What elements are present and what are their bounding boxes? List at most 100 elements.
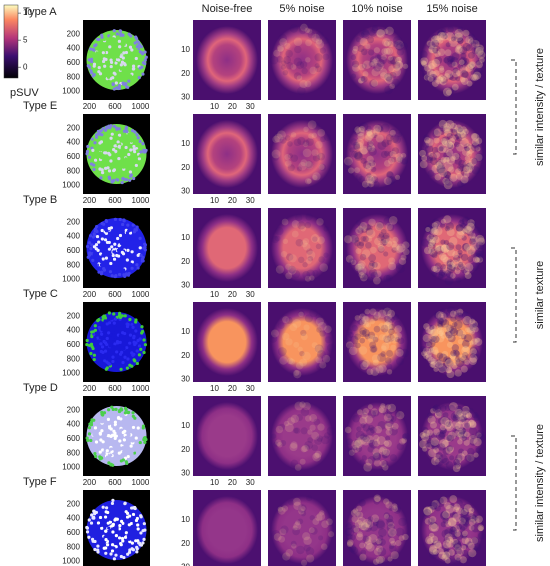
noise-texture	[373, 325, 381, 333]
source-texture	[85, 530, 90, 534]
noise-texture	[384, 74, 394, 84]
noise-texture	[310, 527, 318, 535]
noise-texture	[385, 418, 394, 428]
noise-texture	[324, 432, 331, 439]
source-texture	[94, 152, 98, 156]
noise-texture	[364, 333, 371, 340]
noise-texture	[360, 76, 366, 82]
noise-texture	[433, 129, 439, 135]
source-y-tick-label: 1000	[62, 275, 80, 284]
noise-texture	[466, 163, 475, 172]
source-texture	[121, 534, 125, 538]
source-texture	[134, 443, 139, 448]
noise-texture	[373, 459, 381, 467]
noise-texture	[299, 458, 306, 465]
source-texture	[128, 170, 133, 174]
noise-texture	[460, 508, 470, 518]
source-texture	[111, 355, 115, 359]
noise-texture	[357, 266, 367, 276]
noise-texture	[357, 44, 365, 53]
noise-texture	[440, 254, 449, 263]
noise-texture	[287, 141, 293, 147]
image-y-tick-label: 20	[181, 69, 190, 78]
source-texture	[112, 168, 117, 172]
pet-image	[346, 26, 408, 94]
noise-texture	[323, 226, 329, 232]
noise-texture	[385, 313, 392, 321]
noise-texture	[377, 126, 384, 133]
noise-texture	[390, 240, 398, 248]
source-texture	[119, 172, 123, 176]
noise-texture	[428, 63, 435, 70]
noise-texture	[383, 321, 392, 330]
noise-texture	[460, 504, 468, 512]
noise-texture	[465, 64, 474, 72]
noise-texture	[437, 144, 447, 154]
noise-texture	[310, 234, 320, 243]
noise-texture	[443, 547, 449, 554]
noise-texture	[452, 321, 458, 328]
noise-texture	[300, 159, 308, 167]
noise-texture	[328, 520, 334, 527]
source-texture	[92, 55, 96, 59]
noise-texture	[430, 443, 439, 451]
noise-texture	[351, 150, 358, 158]
source-texture	[121, 33, 125, 37]
noise-texture	[435, 267, 443, 275]
noise-texture	[441, 138, 450, 146]
noise-texture	[439, 367, 445, 373]
noise-texture	[444, 171, 452, 179]
noise-texture	[443, 170, 452, 179]
source-texture	[118, 272, 122, 277]
noise-texture	[428, 233, 435, 240]
source-texture	[112, 51, 116, 56]
source-texture	[112, 124, 117, 129]
source-y-tick-label: 400	[67, 232, 81, 241]
noise-texture	[475, 137, 483, 145]
noise-texture	[462, 345, 469, 352]
noise-texture	[476, 47, 485, 57]
noise-texture	[313, 418, 321, 426]
noise-texture	[429, 515, 437, 523]
noise-texture	[367, 445, 375, 453]
source-texture	[95, 51, 99, 55]
noise-texture	[460, 355, 469, 364]
source-texture	[118, 45, 122, 49]
noise-texture	[290, 540, 297, 547]
noise-texture	[446, 434, 453, 441]
noise-texture	[284, 153, 291, 161]
noise-texture	[433, 128, 442, 137]
noise-texture	[308, 527, 315, 534]
source-texture	[124, 319, 128, 323]
noise-texture	[285, 272, 293, 280]
noise-texture	[430, 440, 440, 449]
noise-texture	[424, 432, 432, 440]
source-y-tick-label: 1000	[62, 463, 80, 472]
noise-texture	[381, 48, 389, 55]
noise-texture	[396, 56, 402, 63]
image-y-tick-label: 10	[181, 139, 190, 148]
source-texture	[89, 47, 93, 51]
noise-texture	[315, 39, 325, 49]
noise-texture	[362, 518, 372, 528]
noise-texture	[388, 176, 396, 184]
noise-texture	[430, 438, 439, 448]
source-y-tick-label: 1000	[62, 369, 80, 378]
source-texture	[141, 72, 145, 76]
noise-texture	[449, 511, 456, 518]
noise-texture	[372, 520, 379, 527]
noise-texture	[391, 503, 398, 509]
source-texture	[132, 522, 136, 526]
noise-texture	[377, 244, 385, 252]
source-texture	[104, 529, 108, 533]
noise-texture	[354, 263, 363, 272]
noise-texture	[312, 452, 322, 462]
noise-texture	[466, 222, 475, 231]
noise-texture	[452, 540, 462, 549]
noise-texture	[383, 512, 391, 519]
noise-texture	[361, 409, 367, 416]
noise-texture	[441, 554, 448, 561]
noise-texture	[372, 452, 380, 459]
source-texture	[124, 546, 128, 550]
noise-texture	[385, 237, 393, 244]
